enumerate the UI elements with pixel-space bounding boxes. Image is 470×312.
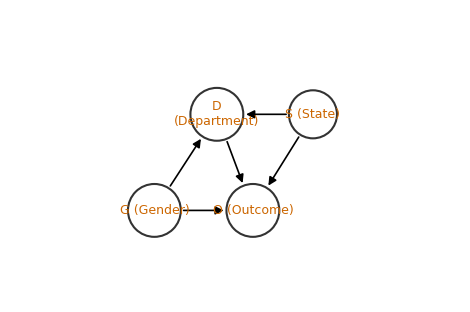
Text: S (State): S (State) bbox=[285, 108, 340, 121]
Circle shape bbox=[190, 88, 243, 141]
Text: D
(Department): D (Department) bbox=[174, 100, 259, 128]
Circle shape bbox=[128, 184, 181, 237]
Circle shape bbox=[227, 184, 279, 237]
Text: O (Outcome): O (Outcome) bbox=[212, 204, 293, 217]
Circle shape bbox=[289, 90, 337, 138]
Text: G (Gender): G (Gender) bbox=[119, 204, 189, 217]
